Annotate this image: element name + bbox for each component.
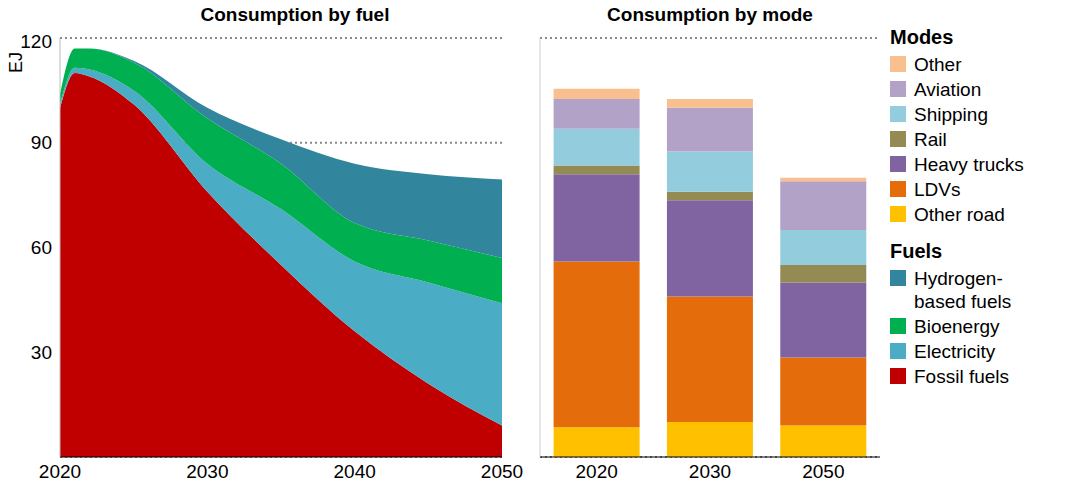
svg-text:2040: 2040	[334, 461, 376, 482]
svg-text:2020: 2020	[39, 461, 81, 482]
html-text:Other: Other	[914, 54, 962, 75]
html-text:Fossil fuels: Fossil fuels	[914, 366, 1009, 387]
svg-text:30: 30	[31, 342, 52, 363]
svg-text:120: 120	[20, 31, 52, 52]
html-text:LDVs: LDVs	[914, 179, 961, 200]
svg-text:2050: 2050	[802, 461, 844, 482]
html-text:Shipping: Shipping	[914, 104, 988, 125]
html-text:Aviation: Aviation	[914, 79, 982, 100]
html-text:Consumption by fuel: Consumption by fuel	[200, 4, 390, 25]
html-text:Heavy trucks: Heavy trucks	[914, 154, 1024, 175]
html-text:EJ: EJ	[6, 52, 26, 73]
html-text:Electricity: Electricity	[914, 341, 996, 362]
html-text:Consumption by mode: Consumption by mode	[607, 4, 813, 25]
html-text:Bioenergy: Bioenergy	[914, 316, 1000, 337]
html-text:Modes: Modes	[890, 26, 954, 48]
svg-text:2050: 2050	[481, 461, 523, 482]
html-text:Rail: Rail	[914, 129, 947, 150]
svg-text:2030: 2030	[689, 461, 731, 482]
svg-text:90: 90	[31, 132, 52, 153]
svg-text:2030: 2030	[186, 461, 228, 482]
html-text:Hydrogen-based fuels: Hydrogen-based fuels	[914, 268, 1012, 312]
html-text:Other road: Other road	[914, 204, 1005, 225]
svg-text:60: 60	[31, 237, 52, 258]
svg-text:2020: 2020	[576, 461, 618, 482]
html-text:Fuels: Fuels	[890, 240, 943, 262]
